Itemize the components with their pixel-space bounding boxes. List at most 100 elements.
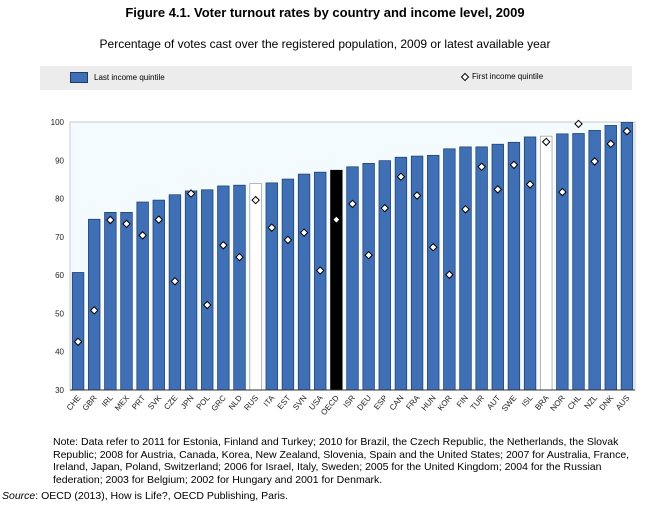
bar-svk bbox=[152, 199, 165, 391]
x-tick-label: CHE bbox=[65, 394, 83, 413]
marker-deu bbox=[364, 250, 373, 260]
y-tick-label: 40 bbox=[55, 348, 64, 357]
bar-kor bbox=[443, 148, 456, 391]
marker-swe bbox=[509, 160, 519, 170]
y-tick-label: 60 bbox=[55, 271, 64, 280]
bar-can bbox=[394, 156, 408, 391]
marker-isr bbox=[348, 199, 357, 209]
x-tick-label: CZE bbox=[162, 394, 179, 412]
bar-fin bbox=[459, 146, 472, 391]
marker-jpn bbox=[186, 189, 196, 198]
x-tick-label: FRA bbox=[404, 393, 422, 412]
marker-svn bbox=[299, 228, 309, 237]
marker-kor bbox=[445, 270, 454, 280]
bar-chl bbox=[572, 133, 585, 391]
legend: Last income quintile First income quinti… bbox=[40, 66, 632, 90]
marker-hun bbox=[428, 242, 438, 252]
marker-nzl bbox=[590, 157, 599, 166]
bar-mex bbox=[120, 212, 133, 391]
marker-fra bbox=[412, 191, 422, 200]
bar-aut bbox=[491, 143, 504, 391]
x-tick-label: GRC bbox=[210, 393, 228, 413]
marker-ita bbox=[267, 223, 277, 232]
marker-gbr bbox=[89, 306, 99, 315]
x-tick-label: GBR bbox=[81, 393, 99, 412]
x-tick-label: SVN bbox=[291, 393, 309, 412]
marker-nor bbox=[558, 187, 567, 197]
x-tick-label: NLD bbox=[227, 393, 244, 411]
y-tick-label: 100 bbox=[51, 118, 65, 127]
bar-irl bbox=[104, 212, 117, 391]
bar-aus bbox=[620, 122, 634, 391]
legend-item-first-quintile: First income quintile bbox=[460, 72, 544, 81]
y-tick-label: 80 bbox=[55, 195, 64, 204]
bar-hun bbox=[427, 154, 440, 391]
marker-oecd bbox=[332, 215, 341, 224]
marker-mex bbox=[122, 219, 131, 229]
x-tick-label: DEU bbox=[355, 393, 373, 412]
bar-prt bbox=[136, 201, 149, 391]
marker-aut bbox=[493, 185, 503, 194]
bar-dnk bbox=[604, 125, 617, 391]
x-tick-label: ESP bbox=[372, 394, 389, 412]
bar-ita bbox=[265, 182, 278, 391]
x-tick-label: FIN bbox=[455, 393, 470, 409]
x-tick-label: TUR bbox=[469, 393, 487, 412]
marker-irl bbox=[106, 215, 115, 225]
y-tick-label: 70 bbox=[55, 233, 64, 242]
y-tick-label: 90 bbox=[55, 156, 64, 165]
bar-oecd bbox=[330, 169, 343, 391]
bar-cze bbox=[168, 194, 182, 391]
source-label: Source bbox=[2, 490, 36, 502]
x-tick-label: PRT bbox=[130, 393, 147, 411]
marker-esp bbox=[380, 203, 390, 213]
x-tick-label: SVK bbox=[146, 393, 164, 412]
chart-source: Source: OECD (2013), How is Life?, OECD … bbox=[2, 490, 288, 502]
marker-chl bbox=[574, 119, 583, 129]
marker-che bbox=[73, 337, 83, 347]
chart-note: Note: Data refer to 2011 for Estonia, Fi… bbox=[53, 436, 630, 486]
bar-esp bbox=[378, 160, 391, 391]
bar-isl bbox=[523, 136, 537, 391]
x-tick-label: AUT bbox=[485, 393, 502, 411]
marker-aus bbox=[622, 126, 632, 136]
chart-subtitle: Percentage of votes cast over the regist… bbox=[99, 37, 551, 51]
x-tick-label: POL bbox=[195, 393, 213, 411]
bar-jpn bbox=[184, 190, 198, 391]
x-tick-label: CAN bbox=[388, 393, 406, 412]
marker-rus bbox=[251, 195, 260, 205]
x-tick-label: KOR bbox=[436, 393, 454, 412]
source-text: : OECD (2013), How is Life?, OECD Publis… bbox=[35, 490, 288, 502]
x-tick-label: ITA bbox=[262, 393, 277, 408]
legend-label: Last income quintile bbox=[94, 73, 165, 82]
x-tick-label: HUN bbox=[420, 393, 438, 412]
legend-label: First income quintile bbox=[472, 72, 544, 81]
x-tick-label: NZL bbox=[583, 393, 600, 411]
bar-swe bbox=[507, 141, 521, 391]
x-tick-label: RUS bbox=[242, 394, 260, 413]
marker-dnk bbox=[606, 139, 616, 149]
bar-usa bbox=[314, 171, 327, 391]
x-tick-label: DNK bbox=[598, 393, 616, 412]
bar-swatch-icon bbox=[70, 72, 88, 83]
bar-bra bbox=[540, 135, 553, 391]
marker-nld bbox=[235, 252, 244, 262]
marker-pol bbox=[202, 300, 212, 310]
marker-usa bbox=[315, 266, 325, 275]
marker-can bbox=[396, 172, 406, 182]
marker-grc bbox=[219, 240, 228, 250]
marker-isl bbox=[525, 180, 535, 189]
marker-bra bbox=[541, 137, 551, 147]
x-tick-label: EST bbox=[276, 393, 293, 411]
bar-tur bbox=[475, 146, 488, 391]
x-tick-label: SWE bbox=[500, 394, 519, 414]
bar-fra bbox=[410, 155, 424, 391]
chart-title: Figure 4.1. Voter turnout rates by count… bbox=[125, 5, 525, 20]
bar-svn bbox=[297, 173, 311, 391]
bar-gbr bbox=[88, 218, 101, 391]
bar-pol bbox=[201, 189, 214, 391]
marker-fin bbox=[461, 204, 470, 214]
bar-rus bbox=[249, 183, 262, 391]
bar-che bbox=[71, 272, 85, 391]
x-tick-label: OECD bbox=[319, 393, 341, 417]
